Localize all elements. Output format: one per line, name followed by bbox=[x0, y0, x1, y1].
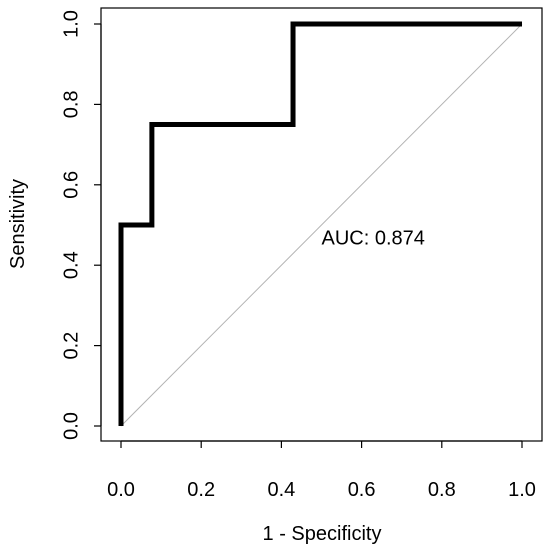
x-tick-label: 0.4 bbox=[267, 479, 295, 501]
x-tick-label: 0.2 bbox=[187, 479, 215, 501]
roc-curve bbox=[118, 21, 522, 426]
x-tick-label: 0.0 bbox=[107, 479, 135, 501]
y-tick-label: 0.6 bbox=[60, 171, 82, 199]
y-tick-label: 1.0 bbox=[60, 10, 82, 38]
x-axis-title: 1 - Specificity bbox=[263, 523, 382, 545]
y-tick-label: 0.2 bbox=[60, 332, 82, 360]
x-tick-label: 0.8 bbox=[428, 479, 456, 501]
y-axis: 0.0 0.2 0.4 0.6 0.8 1.0 bbox=[60, 10, 102, 440]
y-tick-label: 0.8 bbox=[60, 90, 82, 118]
y-tick-label: 0.4 bbox=[60, 251, 82, 279]
x-axis: 0.0 0.2 0.4 0.6 0.8 1.0 bbox=[107, 440, 536, 501]
y-tick-label: 0.0 bbox=[60, 412, 82, 440]
x-tick-label: 0.6 bbox=[348, 479, 376, 501]
y-axis-title: Sensitivity bbox=[7, 179, 29, 269]
reference-diagonal bbox=[120, 23, 523, 427]
x-tick-label: 1.0 bbox=[508, 479, 536, 501]
auc-annotation: AUC: 0.874 bbox=[322, 227, 425, 249]
